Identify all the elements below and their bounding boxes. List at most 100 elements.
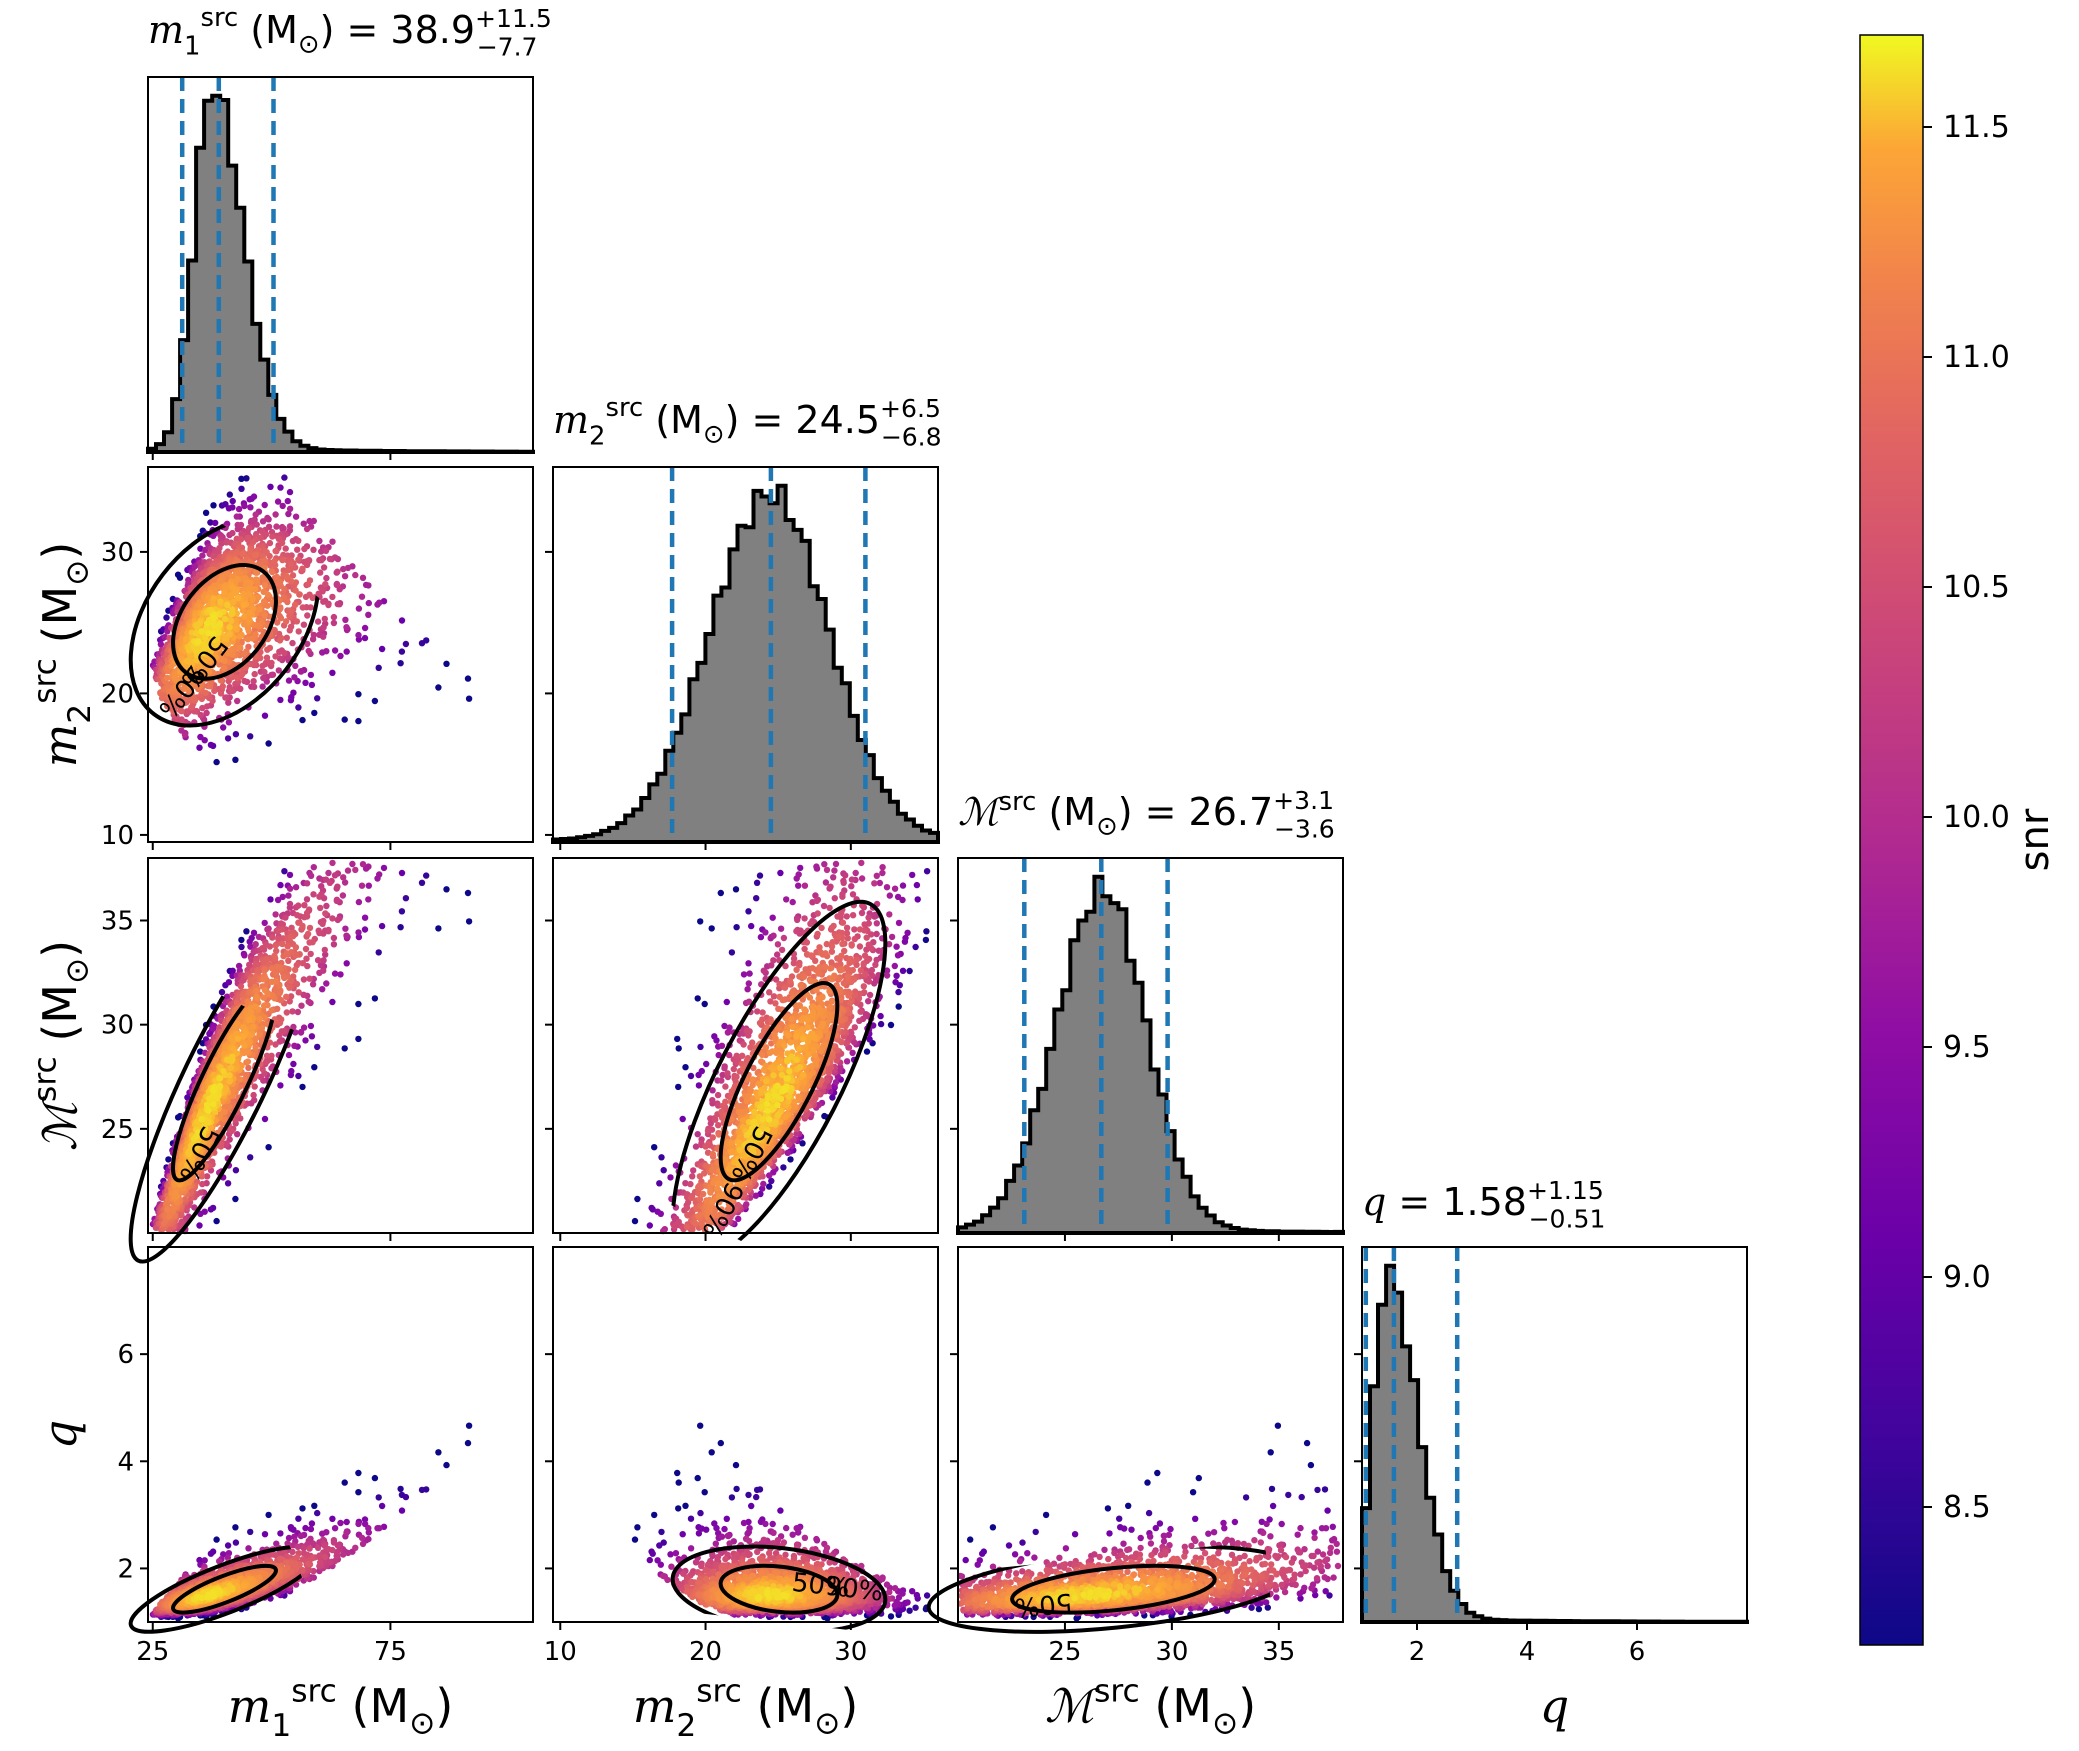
scatter-point [252,941,259,948]
scatter-point [311,1064,318,1071]
scatter-point [220,724,227,731]
scatter-point [219,683,226,690]
scatter-point [892,979,899,986]
scatter-point [241,952,248,959]
scatter-point [238,943,245,951]
scatter-point [281,1027,288,1035]
scatter-point [365,882,372,889]
scatter-point [423,872,430,879]
scatter-point [344,564,352,572]
scatter-point [272,547,279,555]
scatter-point [701,1000,708,1008]
scatter-point [465,695,473,702]
scatter-point [343,932,350,939]
scatter-point [263,654,271,661]
scatter-point [181,731,189,738]
scatter-point [868,966,876,974]
scatter-point [297,1029,305,1036]
scatter-point [262,1058,270,1066]
scatter-point [226,491,233,498]
scatter-point [241,677,248,685]
scatter-point [268,671,275,679]
scatter-point [303,880,311,887]
scatter-point [318,891,325,898]
scatter-point [228,687,235,695]
scatter-point [303,525,311,533]
scatter-point [272,970,280,977]
scatter-point [783,896,790,903]
scatter-point [743,1027,751,1035]
scatter-point [687,1072,695,1080]
scatter-point [258,1024,266,1032]
scatter-point [304,640,311,648]
scatter-point [323,980,330,987]
scatter-point [766,1183,773,1190]
scatter-point [225,979,233,986]
scatter-point [252,511,259,518]
scatter-point [733,924,740,931]
scatter-point [264,514,271,522]
scatter-point [221,1108,228,1116]
scatter-point [294,912,301,919]
scatter-point [224,601,231,609]
scatter-point [402,640,410,648]
scatter-point [183,708,190,715]
scatter-point [283,993,290,1000]
scatter-point [210,613,217,621]
scatter-point [277,696,284,704]
scatter-point [284,497,291,505]
scatter-point [285,1051,293,1059]
scatter-point [349,860,356,868]
scatter-point [234,1020,241,1027]
scatter-point [848,883,855,890]
scatter-point [314,695,321,702]
scatter-point [315,927,322,934]
scatter-point [337,652,344,660]
scatter-point [261,501,268,509]
scatter-point [675,1083,682,1091]
scatter-point [682,1064,689,1071]
scatter-point [331,647,339,654]
scatter-point [355,605,363,612]
scatter-point [285,957,292,964]
scatter-point [235,505,243,513]
scatter-point [228,1127,235,1135]
scatter-point [221,615,229,623]
scatter-point [268,978,276,985]
scatter-point [660,1167,667,1174]
scatter-point [267,896,274,903]
scatter-point [238,475,245,482]
scatter-point [299,922,306,930]
scatter-point [233,513,240,520]
scatter-point [355,631,362,639]
scatter-point [292,513,300,520]
scatter-point [278,539,286,547]
scatter-point [694,1131,701,1138]
scatter-point [893,943,900,950]
scatter-point [777,925,785,932]
scatter-point [265,740,272,747]
scatter-point [754,1008,761,1015]
scatter-point [904,929,911,936]
scatter-point [310,631,317,639]
scatter-point [343,624,350,631]
scatter-point [253,987,260,995]
scatter-point [326,555,334,563]
scatter-point [857,1008,864,1015]
scatter-point [260,976,267,983]
scatter-point [358,882,366,889]
scatter-point [238,936,245,944]
scatter-point [292,884,300,891]
scatter-point [667,1174,674,1181]
scatter-point [161,633,168,641]
scatter-point [277,881,284,889]
scatter-point [724,1029,732,1036]
scatter-point [272,942,279,949]
scatter-point [310,546,317,553]
scatter-point [418,640,426,647]
scatter-point [279,940,286,948]
scatter-point [718,1042,726,1050]
scatter-point [443,886,450,893]
scatter-point [196,1222,203,1229]
scatter-point [236,644,244,651]
